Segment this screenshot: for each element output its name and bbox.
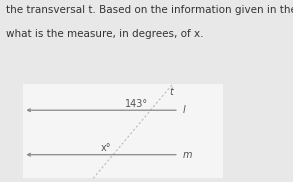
- Text: m: m: [183, 150, 192, 160]
- Text: what is the measure, in degrees, of x.: what is the measure, in degrees, of x.: [6, 29, 203, 39]
- Text: x°: x°: [101, 143, 112, 153]
- Text: the transversal t. Based on the information given in the figure,: the transversal t. Based on the informat…: [6, 5, 293, 15]
- Text: 143°: 143°: [125, 99, 148, 109]
- Text: l: l: [183, 105, 185, 115]
- Text: t: t: [169, 87, 173, 97]
- FancyBboxPatch shape: [23, 84, 223, 178]
